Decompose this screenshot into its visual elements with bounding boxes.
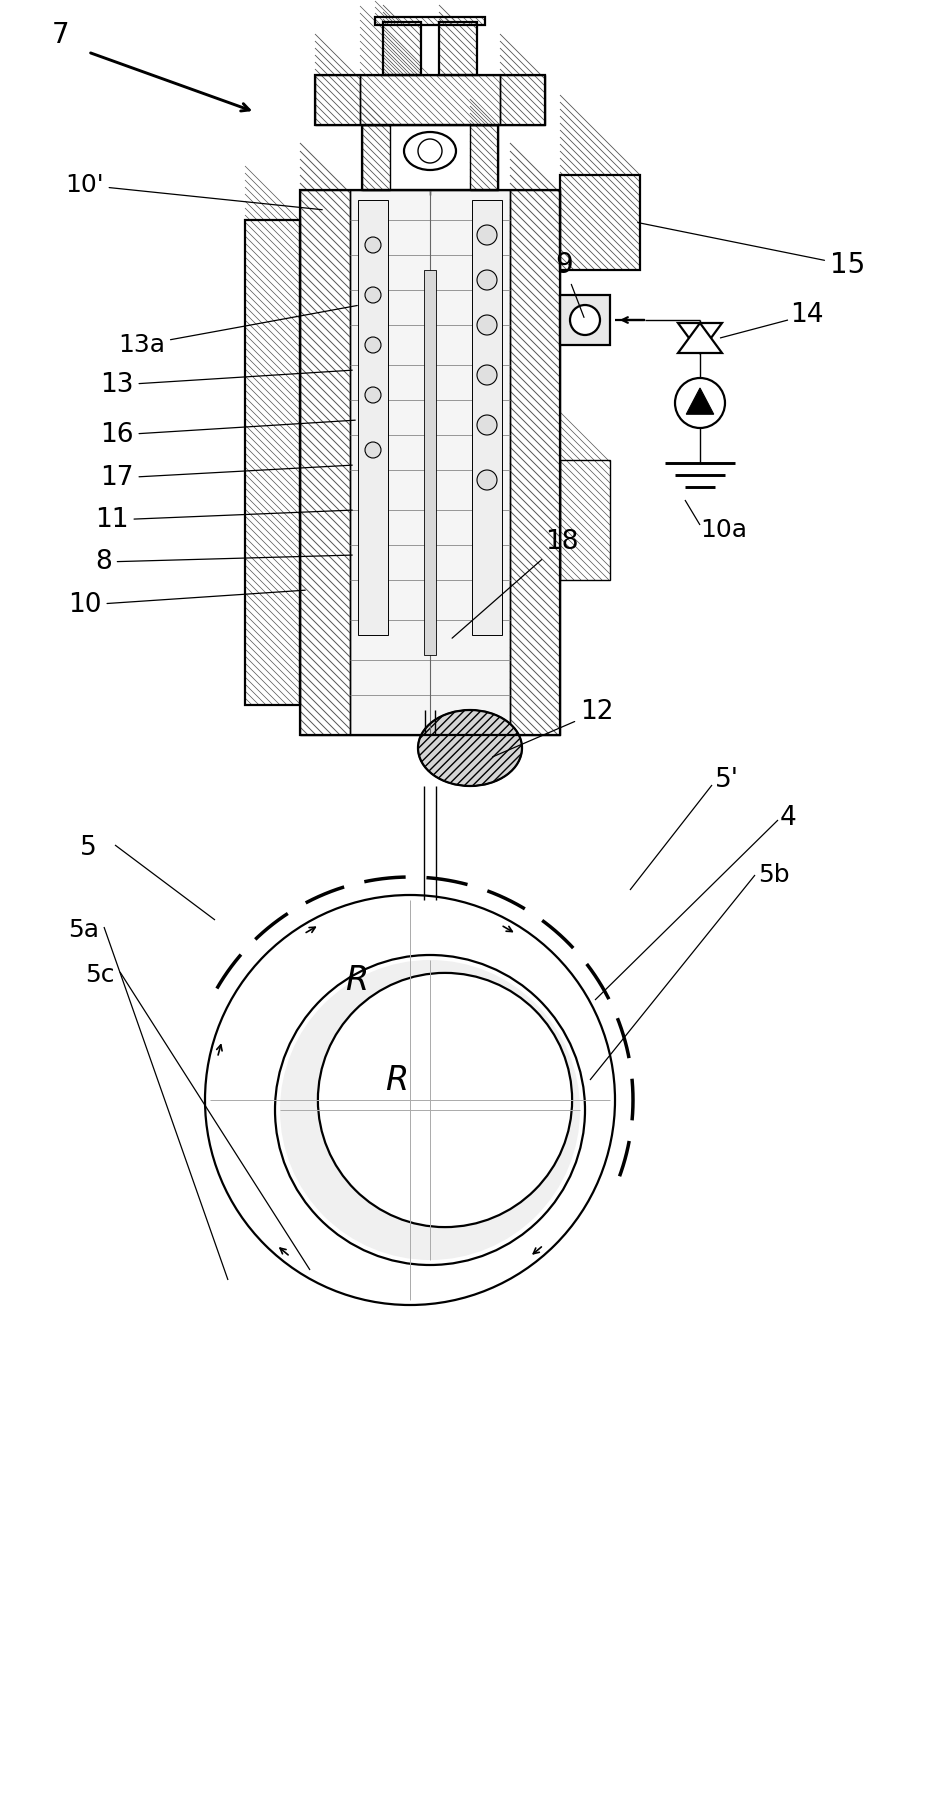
Bar (560, 295, 610, 345)
Bar (350, 190, 510, 735)
Bar (362, 126, 390, 190)
Bar (510, 190, 560, 735)
Text: 12: 12 (493, 699, 613, 757)
Bar (362, 126, 498, 190)
Text: R: R (385, 1064, 409, 1096)
Circle shape (418, 138, 442, 164)
Bar (300, 190, 560, 735)
Circle shape (675, 377, 725, 428)
Circle shape (275, 954, 585, 1265)
Circle shape (365, 386, 381, 403)
Text: 10a: 10a (700, 518, 747, 543)
Bar (424, 270, 436, 654)
Text: 5a: 5a (68, 918, 99, 942)
Circle shape (477, 471, 497, 491)
Polygon shape (678, 323, 722, 352)
Text: 18: 18 (452, 528, 578, 638)
Text: 14: 14 (790, 302, 824, 329)
Circle shape (477, 314, 497, 334)
Text: 13a: 13a (118, 305, 357, 358)
Bar (315, 75, 545, 126)
Bar (375, 16, 485, 25)
Text: R: R (345, 963, 368, 997)
Circle shape (365, 338, 381, 352)
Circle shape (477, 225, 497, 244)
Circle shape (477, 270, 497, 289)
Text: 4: 4 (780, 805, 796, 830)
Text: 7: 7 (52, 22, 69, 49)
Circle shape (570, 305, 600, 334)
Bar (315, 75, 360, 126)
Circle shape (477, 365, 497, 385)
Circle shape (365, 237, 381, 253)
Circle shape (280, 960, 580, 1260)
Polygon shape (678, 323, 722, 352)
Bar (500, 75, 545, 126)
Bar (383, 22, 421, 75)
Text: 5c: 5c (85, 963, 115, 987)
Bar (245, 219, 300, 704)
Circle shape (318, 972, 572, 1227)
Text: 5b: 5b (758, 863, 790, 888)
Circle shape (365, 288, 381, 304)
Text: 10: 10 (68, 589, 305, 618)
Bar (439, 22, 477, 75)
Text: 8: 8 (95, 550, 353, 575)
Text: 16: 16 (100, 420, 356, 447)
Ellipse shape (418, 710, 522, 785)
Bar (560, 460, 610, 580)
Text: 15: 15 (638, 223, 866, 279)
Circle shape (365, 442, 381, 458)
Bar (472, 199, 502, 634)
Text: 5': 5' (715, 767, 739, 792)
Bar (470, 126, 498, 190)
Text: 5: 5 (80, 836, 97, 861)
Polygon shape (686, 388, 714, 415)
Text: 10': 10' (65, 173, 322, 210)
Circle shape (205, 895, 615, 1305)
Text: 13: 13 (100, 370, 353, 397)
Bar (300, 190, 350, 735)
Text: 11: 11 (95, 507, 353, 534)
Text: 17: 17 (100, 465, 353, 491)
Circle shape (477, 415, 497, 435)
Text: 9: 9 (555, 252, 584, 318)
Ellipse shape (404, 131, 456, 171)
Bar (358, 199, 388, 634)
Bar (360, 75, 500, 126)
Bar (560, 174, 640, 270)
